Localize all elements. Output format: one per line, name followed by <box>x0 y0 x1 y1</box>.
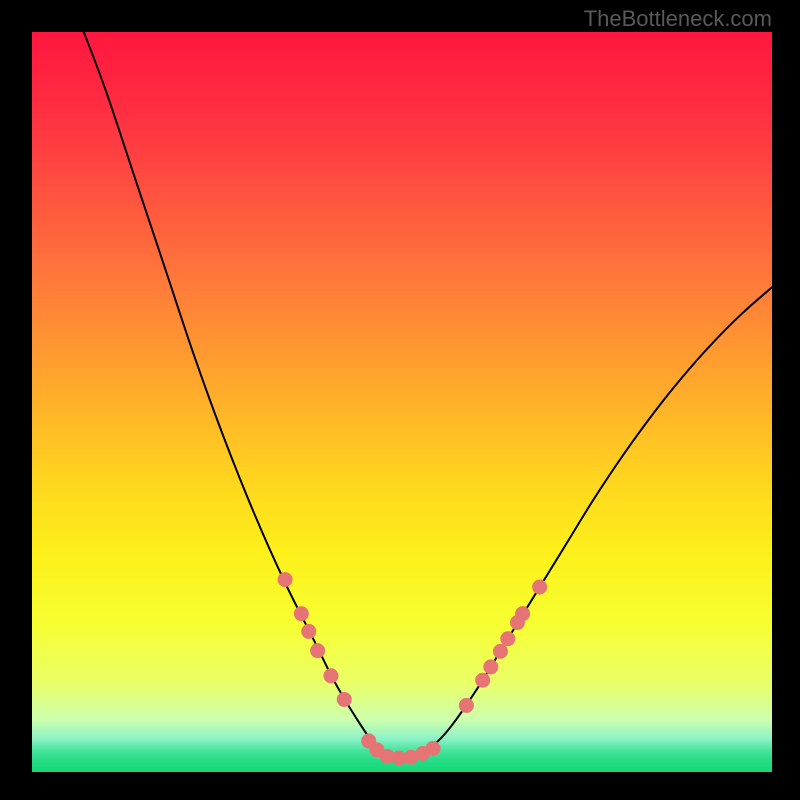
data-marker <box>501 632 515 646</box>
data-marker <box>533 580 547 594</box>
curve-overlay <box>32 32 772 772</box>
bottleneck-curve <box>84 32 772 758</box>
data-marker <box>311 644 325 658</box>
data-marker <box>337 692 351 706</box>
data-marker <box>278 573 292 587</box>
data-marker <box>476 673 490 687</box>
data-marker <box>459 698 473 712</box>
data-marker <box>493 644 507 658</box>
data-marker <box>324 669 338 683</box>
data-marker <box>484 660 498 674</box>
data-markers <box>278 573 547 765</box>
watermark-text: TheBottleneck.com <box>584 6 772 32</box>
data-marker <box>302 624 316 638</box>
data-marker <box>516 607 530 621</box>
plot-area <box>32 32 772 772</box>
data-marker <box>294 607 308 621</box>
chart-root: TheBottleneck.com <box>0 0 800 800</box>
data-marker <box>426 741 440 755</box>
